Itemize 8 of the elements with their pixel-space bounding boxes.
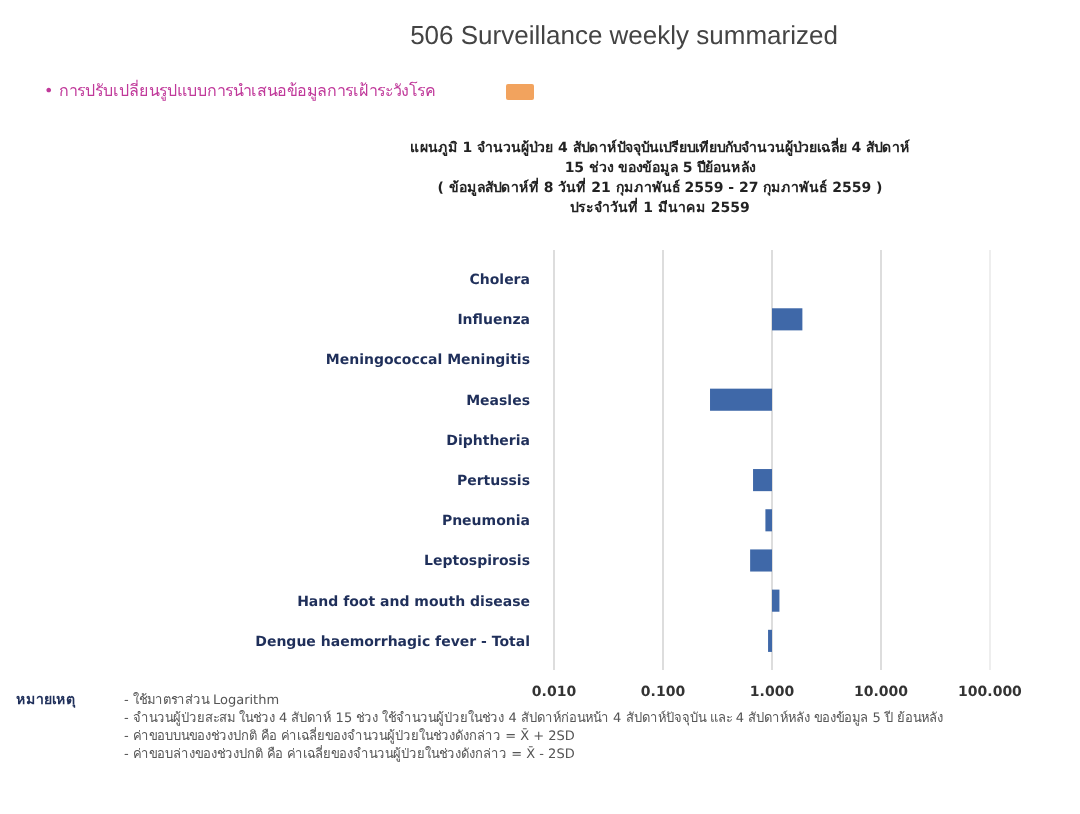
bar (750, 549, 772, 572)
bar (772, 308, 803, 331)
chart-title: 506 Surveillance weekly summarized (410, 20, 838, 50)
bar (765, 509, 772, 532)
bar (772, 589, 780, 612)
bar (753, 469, 772, 492)
bar (710, 388, 772, 411)
text: • การปรับเปลี่ยนรูปแบบการนำเสนอข้อมูลการเฝ้าระวังโรค (44, 78, 435, 102)
